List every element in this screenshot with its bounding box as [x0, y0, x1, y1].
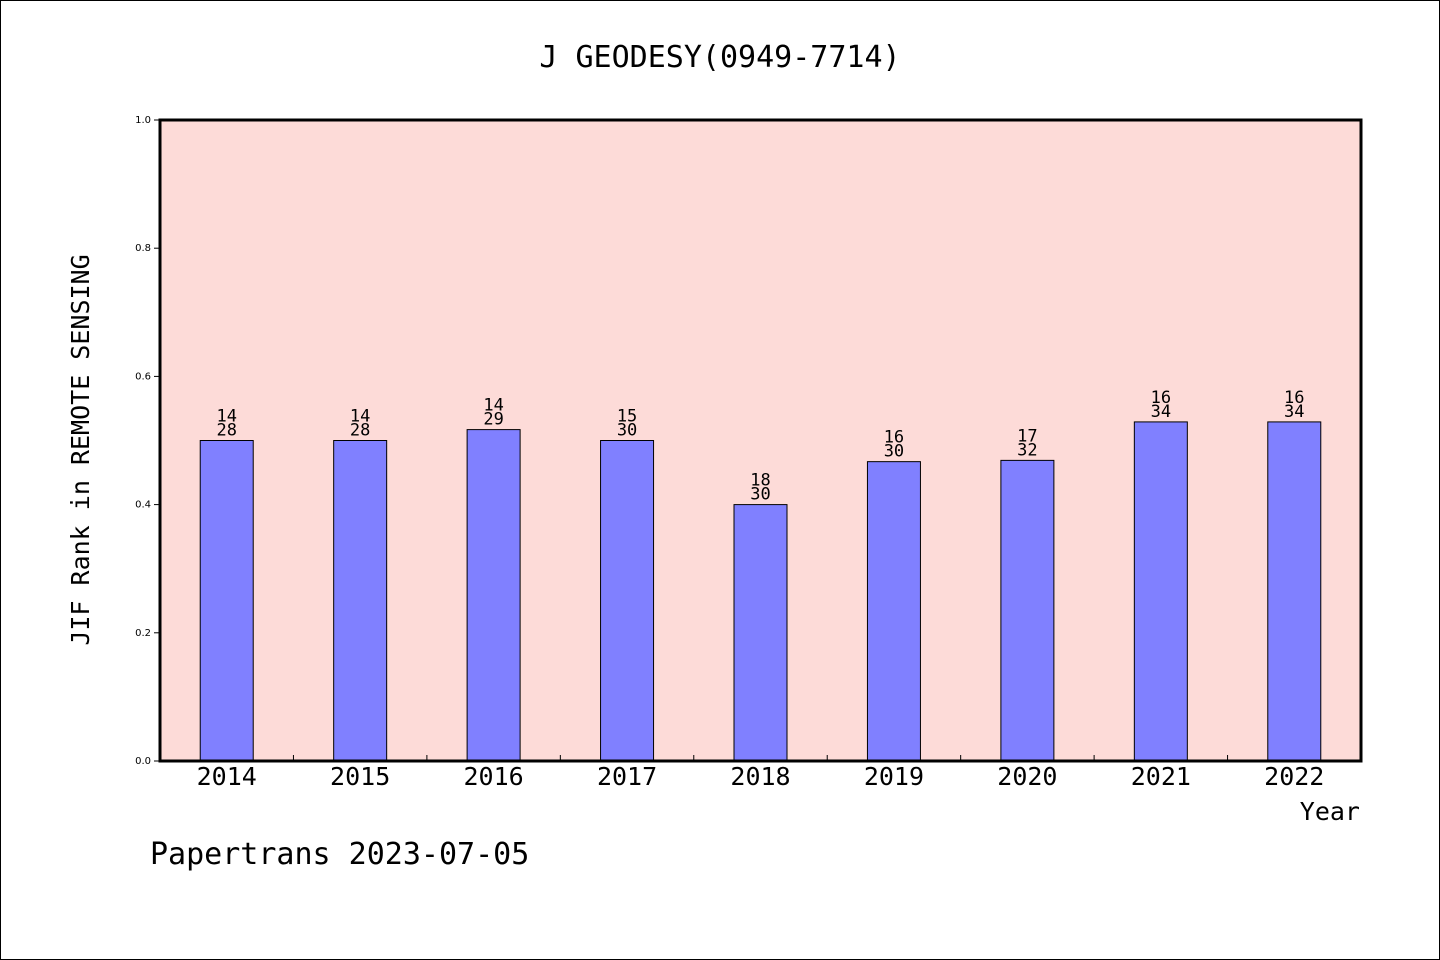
x-tick-label: 2016 — [464, 762, 524, 791]
bar-total-label: 30 — [884, 442, 904, 462]
bar — [333, 440, 388, 762]
bar — [1133, 421, 1188, 762]
bar-rank-label: 16 — [1284, 388, 1304, 408]
y-tick-label: 0.8 — [135, 243, 151, 254]
x-tick-label: 2022 — [1264, 762, 1324, 791]
bar-total-label: 32 — [1017, 440, 1037, 460]
bar-rank-label: 17 — [1017, 426, 1037, 446]
bar-total-label: 28 — [350, 421, 370, 441]
bar — [1000, 459, 1055, 762]
bar — [600, 440, 655, 762]
y-axis-label: JIF Rank in REMOTE SENSING — [66, 254, 95, 645]
bar-rank-label: 15 — [617, 407, 637, 427]
x-tick-label: 2018 — [730, 762, 790, 791]
y-tick-label: 0.4 — [135, 500, 151, 511]
x-axis-label: Year — [1300, 797, 1360, 826]
bar — [1267, 421, 1322, 762]
bar-total-label: 29 — [483, 410, 503, 430]
x-tick-label: 2019 — [864, 762, 924, 791]
bar-total-label: 30 — [617, 421, 637, 441]
bar-rank-label: 18 — [750, 471, 770, 491]
plot-border — [158, 118, 1363, 763]
bar-rank-label: 14 — [216, 407, 236, 427]
bar-total-label: 28 — [216, 421, 236, 441]
bar-rank-label: 16 — [1151, 388, 1171, 408]
bar — [199, 440, 254, 762]
bar-total-label: 30 — [750, 485, 770, 505]
bar — [466, 429, 521, 762]
bar — [733, 504, 788, 762]
x-tick-label: 2014 — [197, 762, 257, 791]
chart-title: J GEODESY(0949-7714) — [539, 40, 900, 75]
y-tick-label: 0.6 — [135, 371, 151, 382]
bar-rank-label: 14 — [483, 396, 503, 416]
footer-credit: Papertrans 2023-07-05 — [150, 837, 529, 872]
x-tick-label: 2020 — [997, 762, 1057, 791]
x-tick-label: 2017 — [597, 762, 657, 791]
bar-rank-label: 14 — [350, 407, 370, 427]
y-tick-label: 0.0 — [135, 756, 151, 767]
bar — [866, 461, 921, 762]
bar-total-label: 34 — [1151, 402, 1171, 422]
x-axis: 2014 2015 2016 2017 2018 2019 2020 2021 2022 — [197, 755, 1324, 791]
y-tick-label: 0.2 — [135, 628, 151, 639]
x-tick-label: 2021 — [1131, 762, 1191, 791]
bar-rank-label: 16 — [884, 428, 904, 448]
y-tick-label: 1.0 — [135, 115, 151, 126]
x-tick-label: 2015 — [330, 762, 390, 791]
y-axis: 0.0 0.2 0.4 0.6 0.8 1.0 — [135, 115, 160, 767]
bar-total-label: 34 — [1284, 402, 1304, 422]
